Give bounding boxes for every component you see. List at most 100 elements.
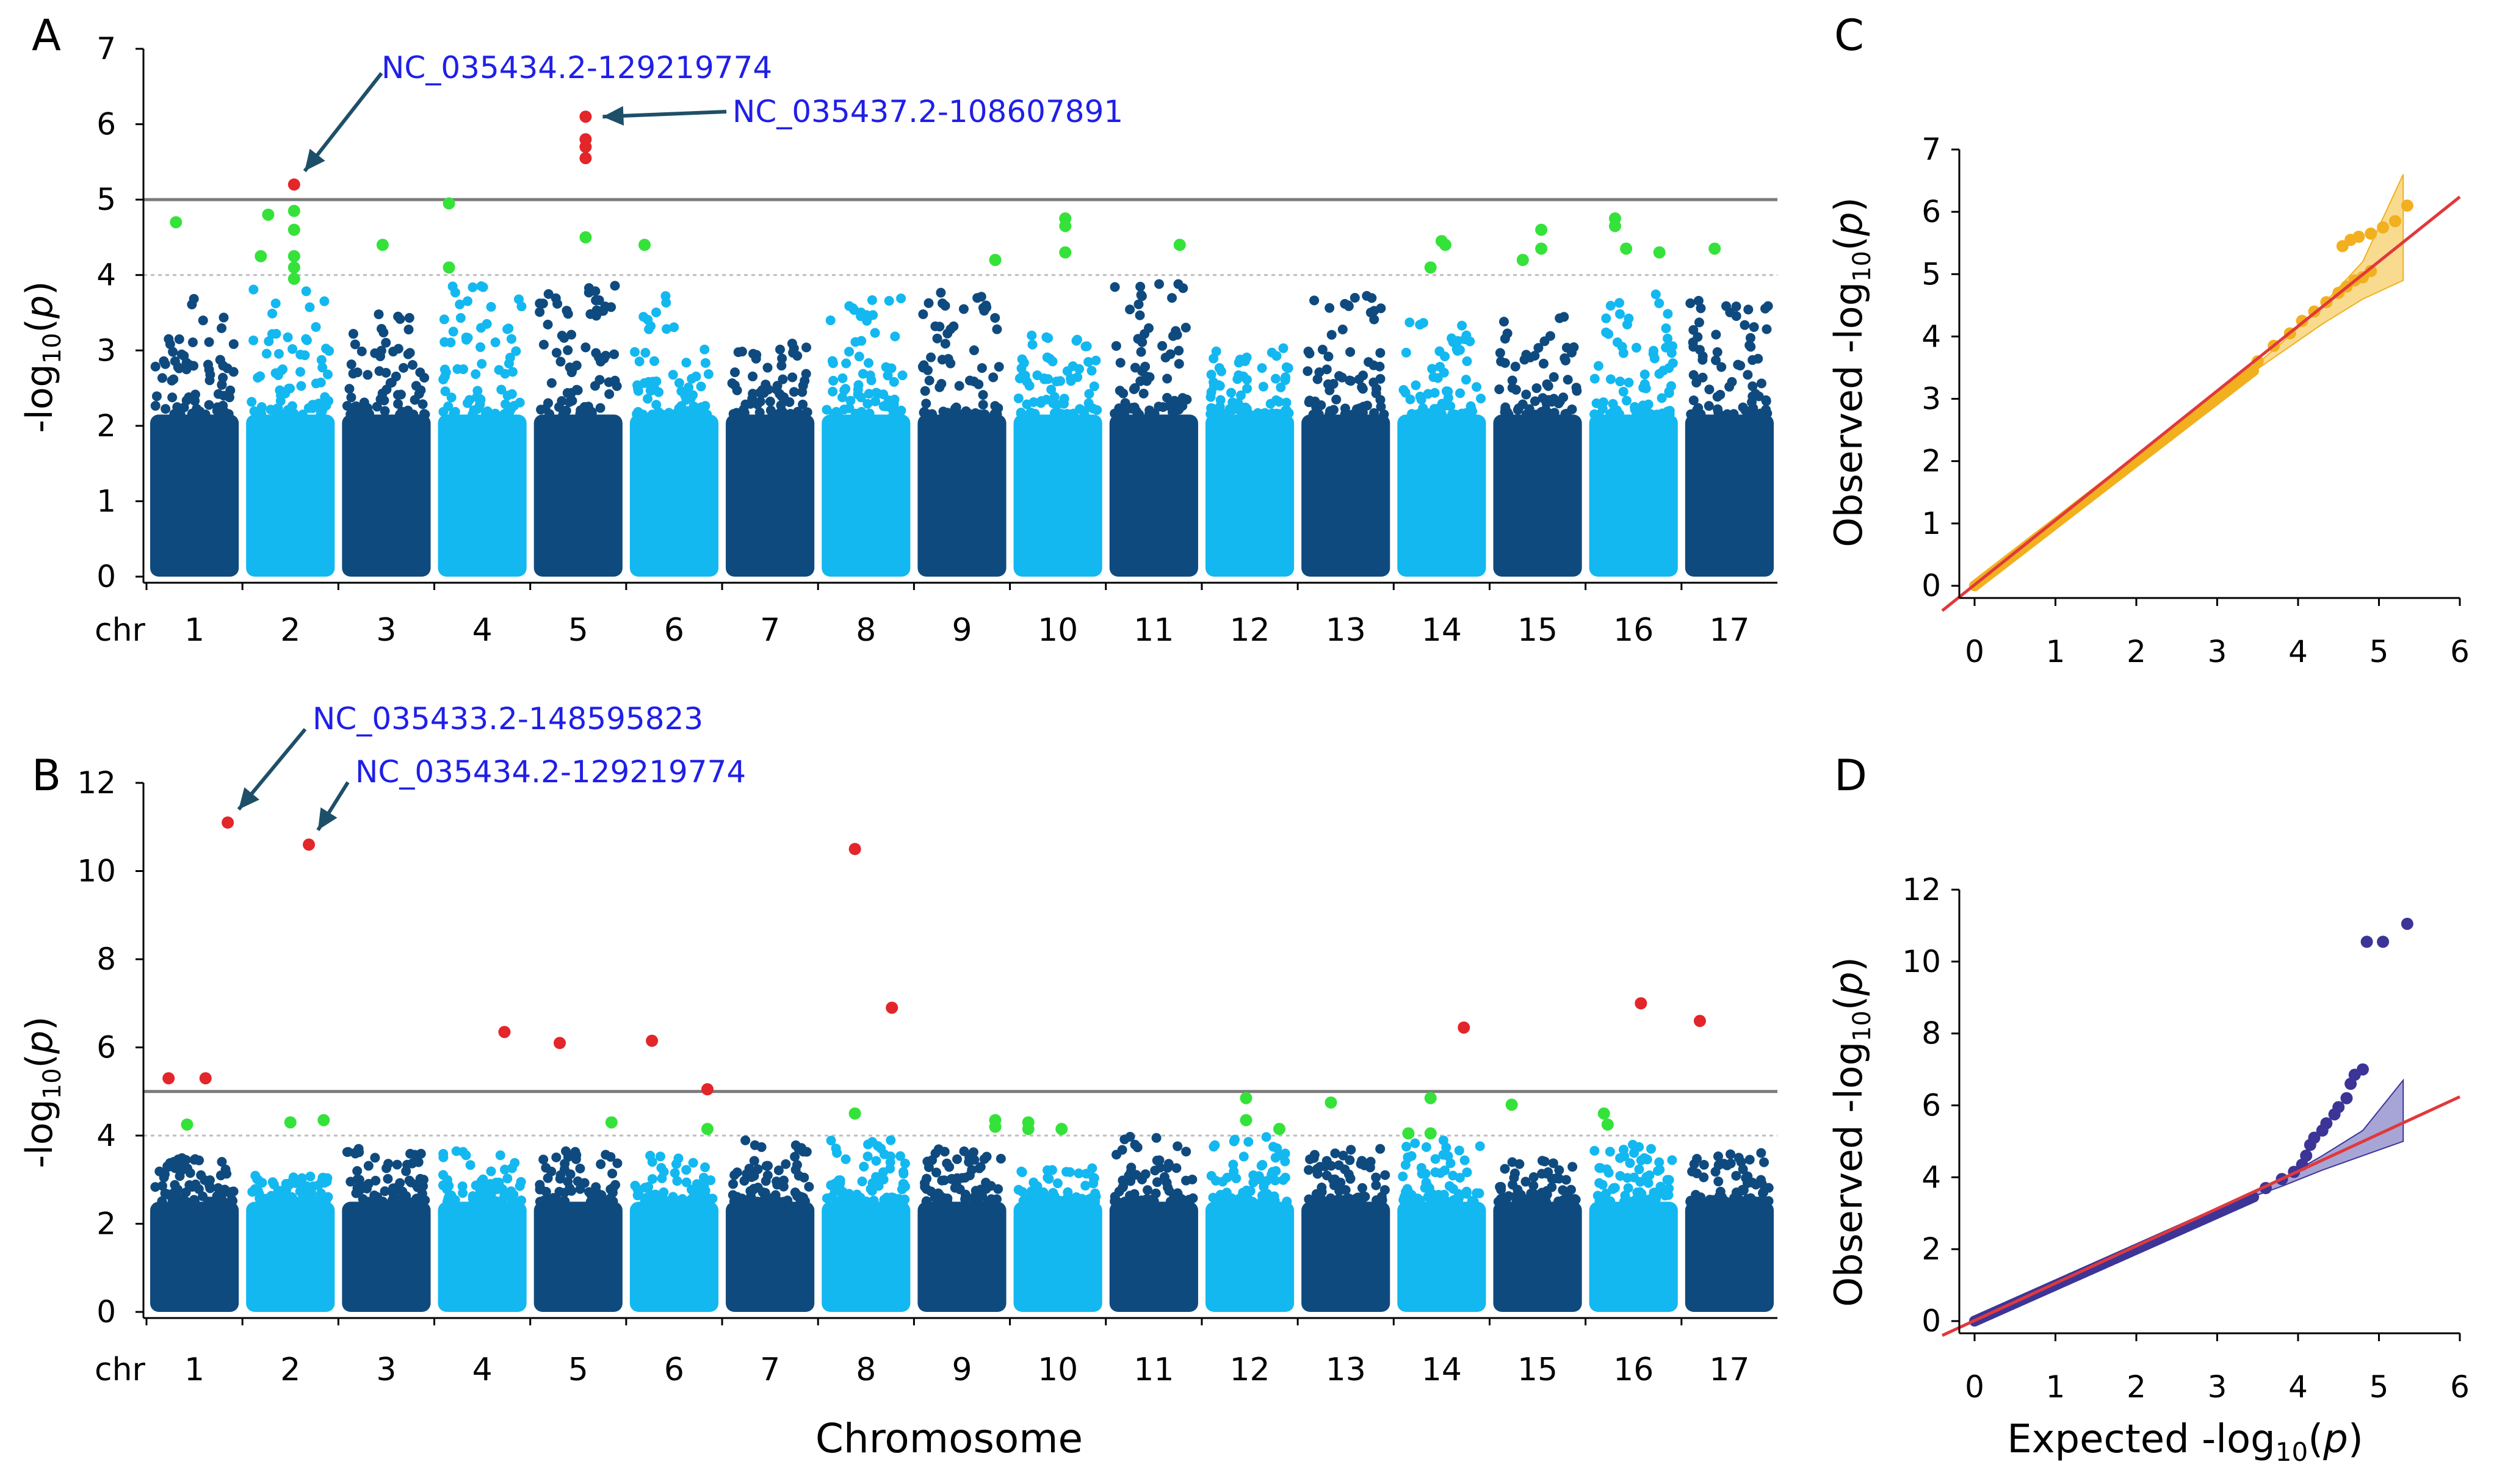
chromosome-1-point: [173, 362, 183, 372]
y-tick-label: 10: [77, 854, 116, 889]
qq-y-tick-label: 3: [1921, 381, 1941, 417]
suggestive-snp-point: [638, 239, 651, 251]
panel-c-plot: 0 1 2 3 4 5 6 7 0 1 2 3 4 5 6: [1921, 132, 2470, 669]
chromosome-16-point: [1658, 366, 1669, 376]
qq-y-tick-label: 5: [1921, 256, 1941, 292]
chromosome-5-point: [546, 1166, 557, 1176]
chromosome-14-point: [1461, 1189, 1472, 1199]
chromosome-1-point: [194, 1155, 204, 1165]
chromosome-4-point: [490, 408, 501, 419]
chromosome-5-point: [543, 319, 553, 330]
chromosome-14-point: [1438, 1135, 1448, 1145]
chromosome-5-point: [557, 331, 567, 341]
chromosome-16-point: [1614, 409, 1624, 419]
chromosome-3-point: [374, 309, 384, 320]
chromosome-12-point: [1229, 1136, 1239, 1147]
chromosome-11-point: [1188, 1193, 1198, 1203]
chromosome-8-point: [839, 404, 850, 414]
chromosome-15-point: [1500, 334, 1510, 344]
chromosome-14-point: [1401, 347, 1411, 358]
chromosome-17-point: [1745, 333, 1755, 343]
qq-x-tick-label: 4: [2288, 1369, 2308, 1405]
panel-a-scatter: NC_035434.2-129219774 NC_035437.2-1086078…: [143, 50, 1777, 577]
chromosome-9-point: [955, 409, 966, 420]
chromosome-8-point: [856, 392, 866, 403]
chromosome-10-point: [1014, 373, 1025, 384]
chromosome-8-point: [840, 1154, 851, 1164]
chromosome-13-point: [1375, 373, 1386, 384]
chromosome-11-point: [1178, 283, 1188, 294]
chromosome-1-point: [204, 400, 214, 410]
chromosome-5-point: [584, 1187, 595, 1197]
chromosome-6-point: [700, 358, 710, 368]
y-tick-label: 6: [96, 1030, 116, 1065]
chromosome-15-point: [1508, 1180, 1518, 1190]
chromosome-2-point: [321, 344, 331, 354]
qq-tail-point: [2377, 935, 2390, 948]
chromosome-17-point: [1696, 303, 1706, 314]
chromosome-3-point: [356, 346, 367, 356]
chromosome-17-point: [1705, 1195, 1715, 1205]
chromosome-3-point: [381, 1163, 392, 1173]
chromosome-11-point: [1168, 398, 1179, 409]
chromosome-4-point: [486, 1166, 496, 1176]
chromosome-13-point: [1336, 1177, 1346, 1187]
chromosome-tick-label: 5: [568, 612, 588, 649]
chromosome-17-point: [1759, 1157, 1769, 1167]
chromosome-14-point: [1451, 344, 1462, 355]
chromosome-8-point: [859, 1161, 869, 1172]
chromosome-8-point: [853, 384, 863, 395]
chromosome-4-point: [439, 337, 450, 347]
qq-y-tick-label: 4: [1921, 319, 1941, 354]
chromosome-12-point: [1206, 369, 1216, 380]
significant-snp-point: [287, 178, 300, 191]
chromosome-16-point: [1639, 369, 1650, 380]
chromosome-12-point: [1256, 1161, 1267, 1171]
chromosome-2-point: [273, 348, 284, 359]
chromosome-8-point: [850, 337, 861, 347]
chromosome-2-point: [247, 397, 257, 407]
chromosome-11-point: [1152, 1155, 1162, 1165]
qq-tail-point: [2340, 1092, 2353, 1104]
chromosome-10-point: [1074, 364, 1085, 374]
suggestive-snp-point: [1708, 242, 1721, 255]
chromosome-17-point: [1756, 378, 1766, 389]
chromosome-17-point: [1712, 392, 1722, 402]
chromosome-9-point: [942, 1197, 952, 1207]
chromosome-14-point: [1411, 380, 1421, 391]
chromosome-7-point: [781, 1159, 791, 1169]
chromosome-4-point: [500, 369, 510, 379]
chromosome-5-point: [538, 298, 548, 309]
chromosome-tick-label: 12: [1229, 1352, 1270, 1388]
chromosome-7-point: [775, 344, 786, 355]
chromosome-8-point: [886, 363, 897, 373]
chromosome-4-point: [461, 333, 471, 343]
chromosome-2-point: [316, 1188, 326, 1198]
chromosome-12-point: [1261, 1132, 1271, 1142]
chromosome-7-point: [800, 375, 810, 386]
chromosome-16-point: [1664, 386, 1674, 397]
chromosome-3-point: [411, 381, 421, 391]
chromosome-10-point: [1062, 366, 1072, 376]
chromosome-11-point: [1137, 1174, 1148, 1184]
chromosome-1-point: [217, 1196, 228, 1206]
chromosome-12-point: [1276, 1150, 1287, 1160]
y-tick-label: 1: [96, 483, 116, 519]
chromosome-3-point: [407, 1158, 417, 1169]
chromosome-7-point: [730, 367, 740, 378]
chromosome-14-point: [1454, 1145, 1464, 1156]
chromosome-8-point: [870, 328, 880, 338]
chromosome-17-point: [1694, 408, 1704, 418]
chromosome-1-point: [164, 334, 174, 344]
chromosome-13-point: [1340, 1185, 1351, 1195]
chromosome-15-point: [1567, 1162, 1578, 1172]
suggestive-snp-point: [605, 1116, 618, 1129]
chromosome-7-point: [762, 362, 773, 373]
chromosome-3-point: [392, 1159, 402, 1170]
chromosome-14-point: [1453, 336, 1463, 346]
chromosome-9-point: [921, 1197, 931, 1207]
chromosome-12-point: [1242, 383, 1252, 394]
panel-label-d: D: [1834, 751, 1867, 801]
chromosome-tick-label: 7: [760, 1352, 780, 1388]
chr-prefix-label: chr: [95, 1352, 146, 1388]
